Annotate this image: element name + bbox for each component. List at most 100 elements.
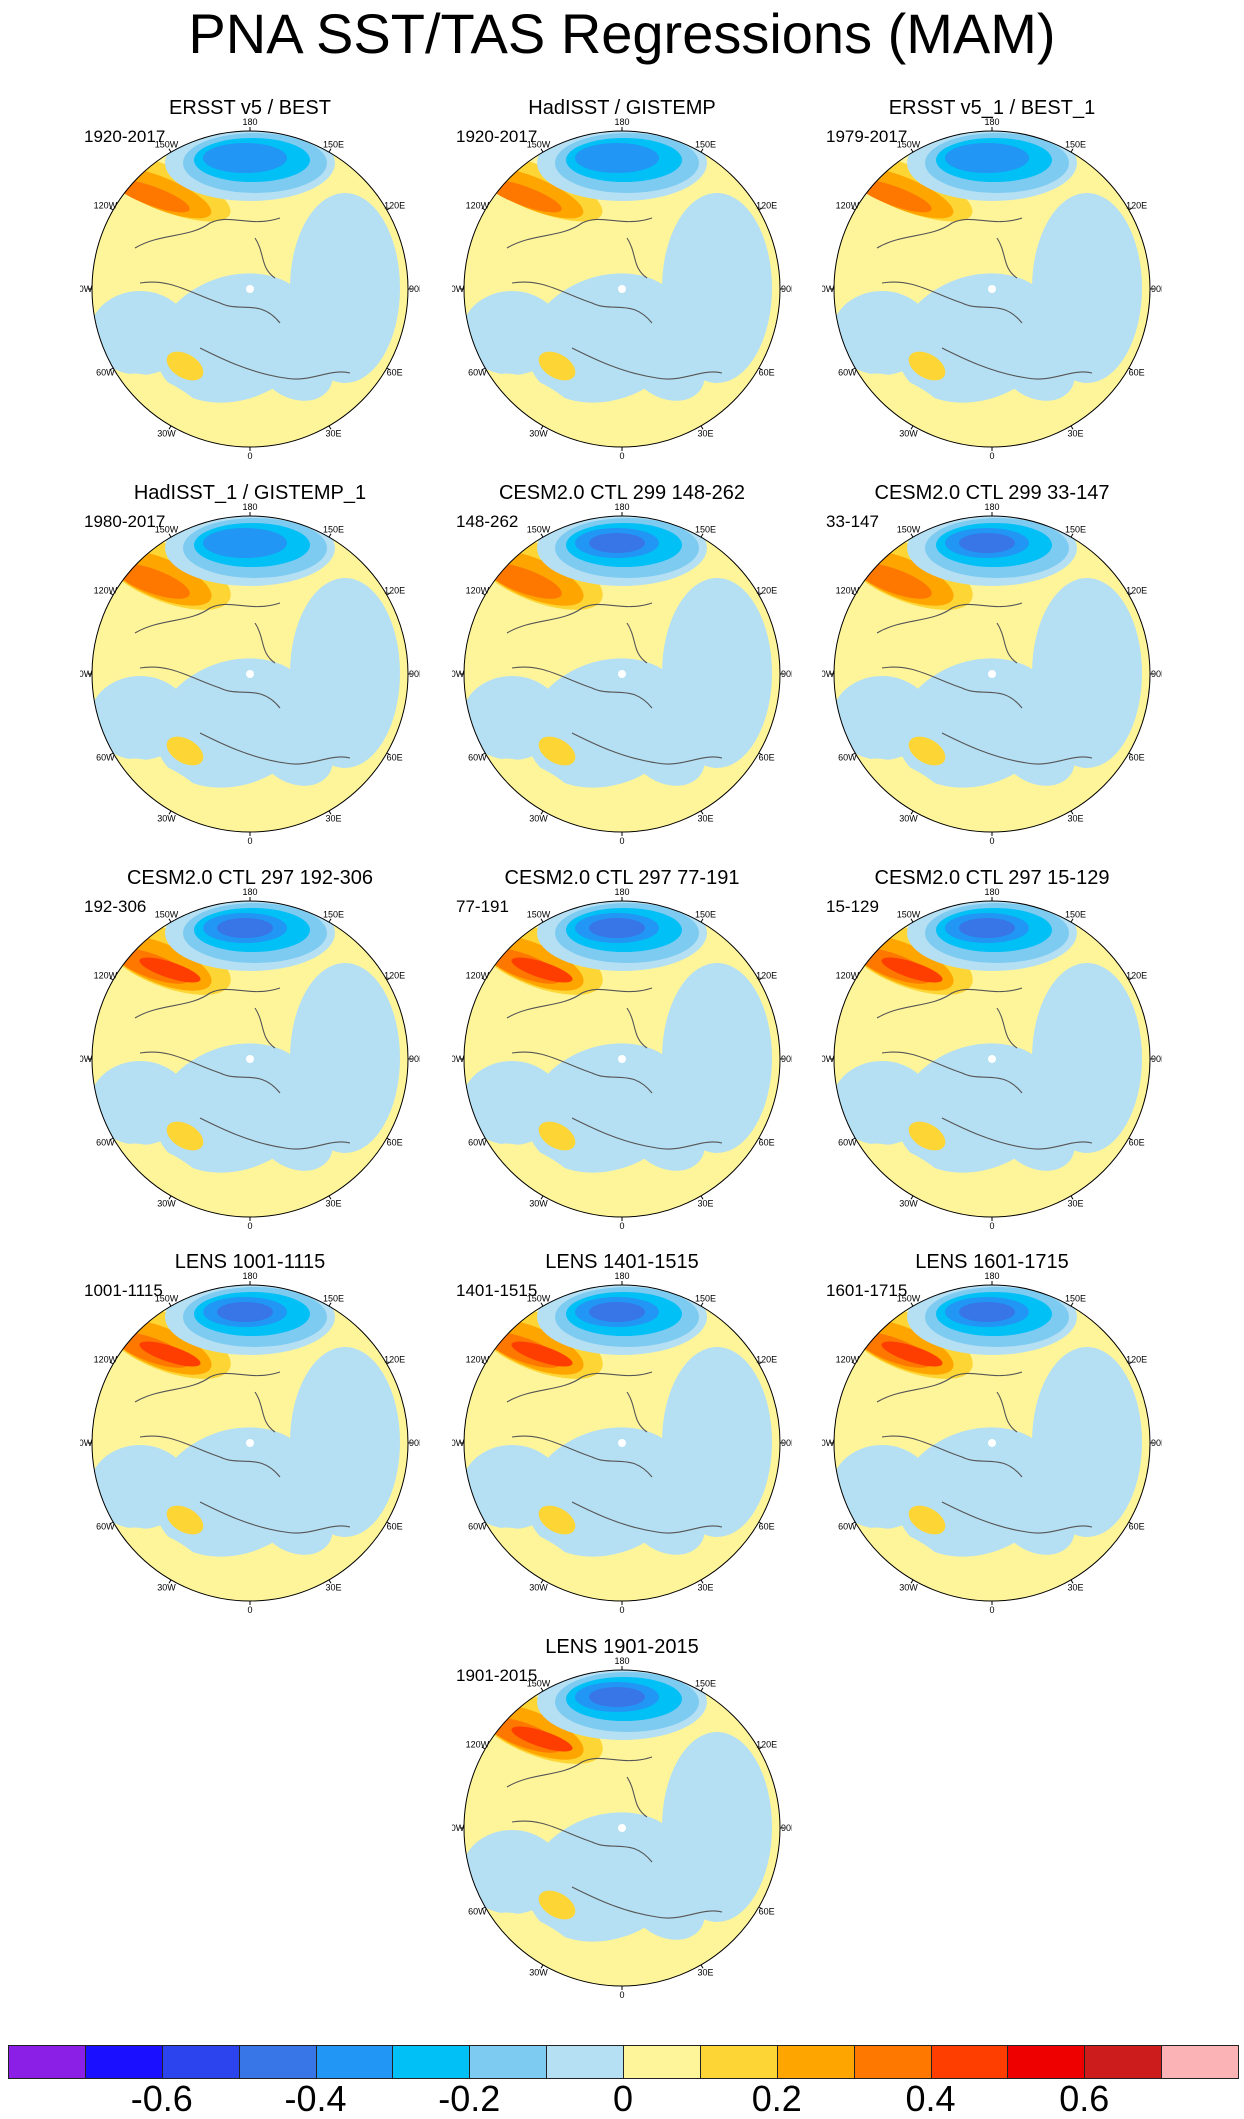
longitude-label: 90E xyxy=(409,284,420,294)
map-panel: CESM2.0 CTL 297 15-129 15-129 180 150E 120E 9… xyxy=(822,866,1162,1236)
longitude-label: 150E xyxy=(323,1293,344,1303)
longitude-label: 180 xyxy=(614,1272,629,1281)
map-panel: LENS 1001-1115 1001-1115 180 150E 120E 90E 60E… xyxy=(80,1250,420,1620)
polar-map: 180 150E 120E 90E 60E 30E 0 30W 60W 90W 120W 150W xyxy=(452,888,792,1231)
colorbar-swatch xyxy=(392,2045,471,2079)
longitude-label: 150W xyxy=(155,139,179,149)
colorbar-swatch xyxy=(238,2045,317,2079)
longitude-label: 180 xyxy=(984,888,999,897)
map-panel: CESM2.0 CTL 297 77-191 77-191 180 150E 120E 9… xyxy=(452,866,792,1236)
longitude-label: 150E xyxy=(323,524,344,534)
longitude-label: 60E xyxy=(387,1522,403,1532)
longitude-label: 60E xyxy=(387,1138,403,1148)
longitude-label: 150W xyxy=(155,909,179,919)
longitude-label: 90E xyxy=(781,1823,792,1833)
longitude-label: 120W xyxy=(94,971,118,981)
panel-title: LENS 1601-1715 xyxy=(915,1251,1069,1273)
longitude-label: 180 xyxy=(984,503,999,512)
panel-period-label: 1980-2017 xyxy=(84,512,166,531)
polar-map: 180 150E 120E 90E 60E 30E 0 30W 60W 90W 120W 150W xyxy=(80,118,420,461)
longitude-label: 150E xyxy=(695,909,716,919)
colorbar-tick-label: -0.4 xyxy=(284,2078,347,2119)
colorbar-swatch xyxy=(853,2045,932,2079)
longitude-label: 60E xyxy=(387,368,403,378)
longitude-label: 150W xyxy=(527,909,551,919)
panel-title: CESM2.0 CTL 297 192-306 xyxy=(126,867,374,889)
polar-map: 180 150E 120E 90E 60E 30E 0 30W 60W 90W 120W 150W xyxy=(822,1272,1162,1615)
longitude-label: 120E xyxy=(756,201,777,211)
longitude-label: 90E xyxy=(1151,1054,1162,1064)
longitude-label: 90W xyxy=(80,1438,93,1448)
longitude-label: 180 xyxy=(614,503,629,512)
longitude-label: 90E xyxy=(1151,669,1162,679)
longitude-label: 150E xyxy=(695,524,716,534)
map-panel: CESM2.0 CTL 299 148-262 148-262 180 150E 120… xyxy=(452,481,792,851)
coastline xyxy=(876,602,1093,765)
longitude-label: 60E xyxy=(1129,753,1145,763)
colorbar-tick-label: 0.2 xyxy=(751,2078,802,2119)
longitude-label: 90W xyxy=(452,1823,465,1833)
longitude-label: 120E xyxy=(384,1355,405,1365)
longitude-label: 30E xyxy=(697,1199,713,1209)
longitude-label: 150E xyxy=(1065,139,1086,149)
longitude-label: 90E xyxy=(781,669,792,679)
longitude-label: 180 xyxy=(984,118,999,127)
longitude-label: 90W xyxy=(452,1438,465,1448)
panel-period-label: 1601-1715 xyxy=(826,1281,908,1300)
map-panel: ERSST v5_1 / BEST_1 1979-2017 180 150E 120E 9… xyxy=(822,96,1162,466)
coastline xyxy=(876,987,1093,1150)
colorbar-swatch xyxy=(84,2045,163,2079)
longitude-label: 90W xyxy=(452,284,465,294)
longitude-label: 90E xyxy=(781,284,792,294)
longitude-label: 0 xyxy=(989,1221,994,1231)
coastline xyxy=(134,602,351,765)
coastline xyxy=(134,217,351,380)
colorbar-swatch xyxy=(1161,2045,1239,2079)
colorbar-tick-label: 0 xyxy=(612,2078,634,2119)
map-panel: CESM2.0 CTL 299 33-147 33-147 180 150E 120E 9… xyxy=(822,481,1162,851)
longitude-label: 60W xyxy=(96,368,115,378)
regression-field xyxy=(464,1670,780,1986)
longitude-label: 60E xyxy=(759,1907,775,1917)
longitude-label: 30W xyxy=(157,429,176,439)
longitude-label: 0 xyxy=(989,451,994,461)
longitude-label: 120E xyxy=(384,971,405,981)
longitude-label: 0 xyxy=(247,1605,252,1615)
longitude-label: 30W xyxy=(157,1583,176,1593)
polar-map: 180 150E 120E 90E 60E 30E 0 30W 60W 90W 120W 150W xyxy=(452,118,792,461)
longitude-label: 60W xyxy=(468,1907,487,1917)
longitude-label: 150E xyxy=(695,1293,716,1303)
colorbar-swatch xyxy=(469,2045,548,2079)
colorbar: -0.6 -0.4 -0.2 0 0.2 0.4 0.6 xyxy=(8,2045,1239,2119)
longitude-label: 30W xyxy=(899,1583,918,1593)
longitude-label: 30E xyxy=(1067,1199,1083,1209)
longitude-label: 150E xyxy=(695,139,716,149)
longitude-label: 0 xyxy=(619,1990,624,2000)
longitude-label: 150W xyxy=(155,1293,179,1303)
longitude-label: 0 xyxy=(247,1221,252,1231)
longitude-label: 120W xyxy=(466,201,490,211)
longitude-label: 120E xyxy=(1126,1355,1147,1365)
longitude-label: 150E xyxy=(1065,909,1086,919)
longitude-label: 60W xyxy=(468,368,487,378)
longitude-label: 60W xyxy=(96,1522,115,1532)
longitude-label: 0 xyxy=(619,1605,624,1615)
longitude-label: 90E xyxy=(781,1054,792,1064)
longitude-label: 30E xyxy=(325,429,341,439)
longitude-label: 30E xyxy=(325,814,341,824)
longitude-label: 30E xyxy=(697,1968,713,1978)
longitude-label: 90W xyxy=(822,284,835,294)
longitude-label: 30W xyxy=(529,1583,548,1593)
longitude-label: 120W xyxy=(836,971,860,981)
longitude-label: 150E xyxy=(323,139,344,149)
polar-map: 180 150E 120E 90E 60E 30E 0 30W 60W 90W 120W 150W xyxy=(822,503,1162,846)
longitude-label: 0 xyxy=(619,836,624,846)
panel-title: CESM2.0 CTL 297 77-191 xyxy=(504,867,740,889)
longitude-label: 60W xyxy=(96,1138,115,1148)
longitude-label: 30W xyxy=(157,814,176,824)
longitude-label: 60W xyxy=(468,1522,487,1532)
colorbar-swatch xyxy=(1007,2045,1086,2079)
longitude-label: 90E xyxy=(409,1438,420,1448)
longitude-label: 180 xyxy=(614,118,629,127)
colorbar-swatch xyxy=(161,2045,240,2079)
